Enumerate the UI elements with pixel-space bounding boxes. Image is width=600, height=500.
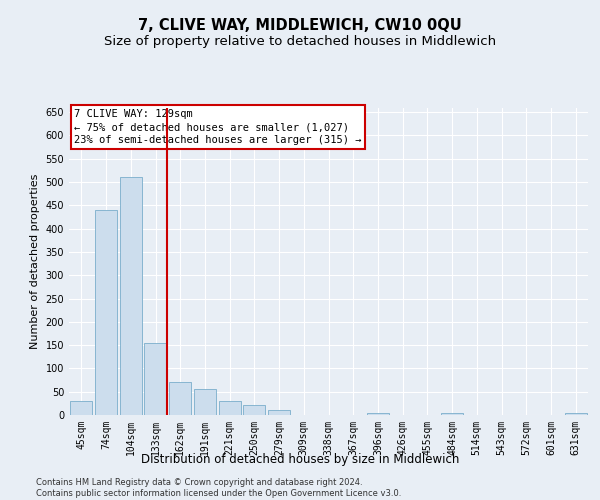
Bar bbox=[119, 178, 142, 415]
Bar bbox=[70, 401, 92, 415]
Text: Distribution of detached houses by size in Middlewich: Distribution of detached houses by size … bbox=[141, 452, 459, 466]
Bar bbox=[194, 390, 216, 415]
Text: Contains HM Land Registry data © Crown copyright and database right 2024.
Contai: Contains HM Land Registry data © Crown c… bbox=[36, 478, 401, 498]
Bar bbox=[565, 412, 587, 415]
Bar bbox=[218, 401, 241, 415]
Bar bbox=[145, 343, 167, 415]
Bar bbox=[95, 210, 117, 415]
Text: 7 CLIVE WAY: 129sqm
← 75% of detached houses are smaller (1,027)
23% of semi-det: 7 CLIVE WAY: 129sqm ← 75% of detached ho… bbox=[74, 109, 362, 146]
Y-axis label: Number of detached properties: Number of detached properties bbox=[30, 174, 40, 349]
Bar bbox=[441, 412, 463, 415]
Bar bbox=[268, 410, 290, 415]
Bar bbox=[243, 405, 265, 415]
Bar bbox=[367, 412, 389, 415]
Text: 7, CLIVE WAY, MIDDLEWICH, CW10 0QU: 7, CLIVE WAY, MIDDLEWICH, CW10 0QU bbox=[138, 18, 462, 32]
Text: Size of property relative to detached houses in Middlewich: Size of property relative to detached ho… bbox=[104, 35, 496, 48]
Bar bbox=[169, 382, 191, 415]
